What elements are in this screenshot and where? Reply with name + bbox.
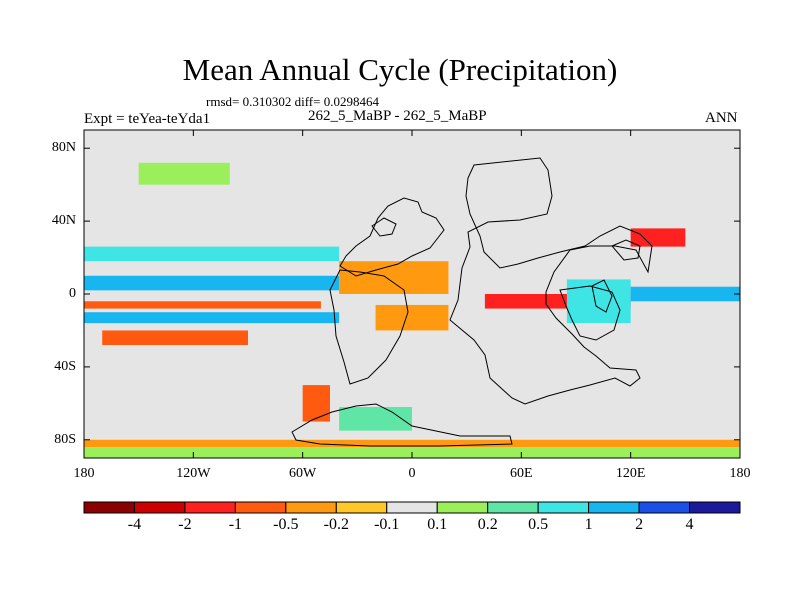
colorbar-label: 0.1: [427, 516, 448, 533]
x-tick-label: 120W: [176, 466, 211, 481]
plot-title: Mean Annual Cycle (Precipitation): [182, 52, 618, 87]
y-tick-label: 40N: [51, 213, 76, 229]
colorbar-label: 4: [685, 516, 694, 533]
colorbar-swatch: [83, 501, 135, 514]
rmsd-diff-stats: rmsd= 0.310302 diff= 0.0298464: [206, 94, 379, 109]
colorbar-swatch: [689, 501, 741, 514]
island-outline: [591, 279, 613, 313]
colorbar-label: -4: [127, 516, 142, 533]
colorbar-label: -1: [228, 516, 243, 533]
anomaly-band: [84, 301, 321, 309]
japan-outline: [611, 239, 641, 261]
colorbar-label: 1: [584, 516, 593, 533]
anomaly-band: [630, 228, 686, 247]
case-comparison-label: 262_5_MaBP - 262_5_MaBP: [308, 108, 487, 124]
anomaly-band: [339, 261, 449, 294]
y-tick-label: 0: [69, 286, 76, 301]
colorbar-swatch: [436, 501, 489, 514]
anomaly-band: [630, 286, 740, 302]
colorbar-swatch: [285, 501, 337, 514]
colorbar: [83, 501, 741, 514]
x-tick-label: 60W: [289, 466, 317, 481]
colorbar-label: -2: [178, 516, 192, 533]
anomaly-band: [84, 439, 740, 448]
colorbar-label: -0.2: [323, 516, 349, 533]
colorbar-swatch: [638, 501, 691, 514]
x-tick-label: 180: [73, 466, 95, 481]
anomaly-band: [84, 275, 340, 291]
colorbar-label: 2: [635, 516, 644, 533]
x-tick-label: 0: [408, 466, 416, 481]
anomaly-band: [138, 162, 230, 185]
south-america-outline: [329, 269, 409, 385]
colorbar-label: -0.1: [374, 516, 400, 533]
anomaly-band: [84, 312, 340, 324]
colorbar-swatch: [588, 501, 640, 514]
anomaly-band: [375, 304, 449, 331]
season-label: ANN: [705, 110, 738, 126]
maritime-continent-outline: [559, 285, 621, 341]
colorbar-label: 0.2: [477, 516, 498, 533]
colorbar-swatch: [133, 501, 186, 514]
colorbar-label: 0.5: [528, 516, 549, 533]
x-tick-label: 120E: [615, 466, 646, 481]
x-tick-label: 180: [729, 466, 751, 481]
colorbar-swatch: [234, 501, 287, 514]
anomaly-band: [84, 246, 340, 262]
colorbar-swatch: [335, 501, 388, 514]
y-tick-label: 80N: [51, 140, 76, 156]
axis-ticks: [83, 130, 741, 458]
great-lakes-outline: [371, 217, 397, 237]
antarctica-outline: [291, 403, 513, 447]
anomaly-band: [102, 330, 248, 346]
experiment-label: Expt = teYea-teYda1: [84, 111, 211, 127]
y-tick-label: 40S: [54, 358, 76, 374]
anomaly-band: [302, 385, 330, 422]
eurasia-africa-outline: [449, 157, 653, 405]
colorbar-label: -0.5: [273, 516, 299, 533]
anomaly-band: [566, 279, 631, 324]
coastlines: [291, 157, 653, 447]
y-tick-label: 80S: [54, 431, 76, 447]
colorbar-swatch: [184, 501, 236, 514]
north-america-outline: [339, 197, 445, 277]
colorbar-swatch: [537, 501, 590, 514]
colorbar-swatch: [386, 501, 438, 514]
x-tick-label: 60E: [510, 466, 533, 481]
colorbar-swatch: [487, 501, 539, 514]
